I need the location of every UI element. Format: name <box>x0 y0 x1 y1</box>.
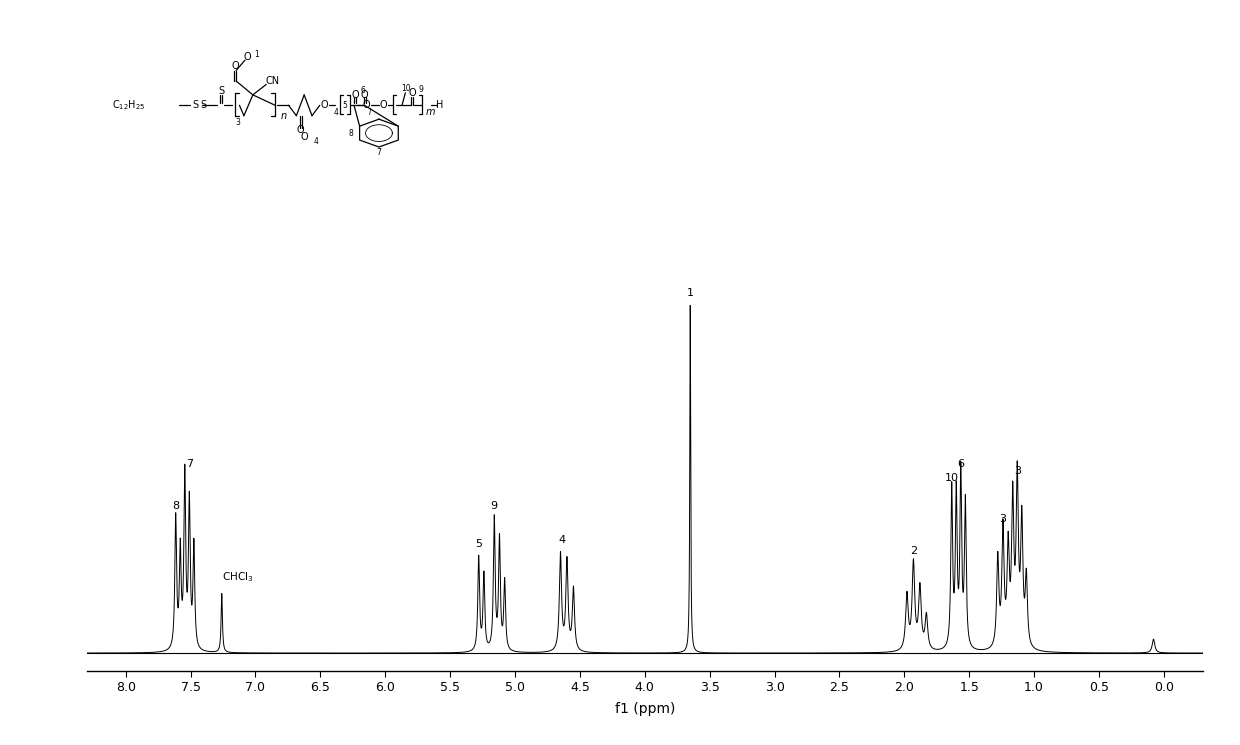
Text: O: O <box>320 101 329 110</box>
Text: O: O <box>243 51 250 62</box>
Text: O: O <box>300 132 308 142</box>
Text: 4: 4 <box>558 536 565 545</box>
Text: 1: 1 <box>687 288 693 299</box>
Text: 2: 2 <box>910 546 918 556</box>
Text: m: m <box>425 107 435 117</box>
Text: 6: 6 <box>957 459 965 469</box>
Text: 3: 3 <box>236 118 241 127</box>
Text: H: H <box>436 101 444 110</box>
Text: O: O <box>361 90 368 100</box>
Text: O: O <box>296 124 304 135</box>
Text: 8: 8 <box>348 129 353 138</box>
Text: O: O <box>379 101 387 110</box>
Text: 9: 9 <box>419 85 423 94</box>
Text: 7: 7 <box>186 459 193 469</box>
Text: 3: 3 <box>1014 466 1021 476</box>
Text: 9: 9 <box>491 501 497 510</box>
Text: 7: 7 <box>377 148 382 157</box>
Text: O: O <box>351 90 358 100</box>
Text: 1: 1 <box>254 50 259 59</box>
Text: l: l <box>368 108 371 117</box>
Text: n: n <box>280 111 286 121</box>
Text: 10: 10 <box>945 473 959 483</box>
Text: C$_{12}$H$_{25}$: C$_{12}$H$_{25}$ <box>112 98 145 112</box>
Text: 3: 3 <box>999 515 1007 524</box>
Text: O: O <box>232 61 239 72</box>
Text: 4: 4 <box>314 137 319 146</box>
Text: 10: 10 <box>402 84 412 93</box>
Text: 6: 6 <box>361 86 366 95</box>
Text: S: S <box>201 101 207 110</box>
Text: CHCl$_3$: CHCl$_3$ <box>222 570 253 583</box>
Text: 5: 5 <box>342 101 347 110</box>
Text: O: O <box>408 88 415 98</box>
X-axis label: f1 (ppm): f1 (ppm) <box>615 703 675 716</box>
Text: CN: CN <box>265 76 280 86</box>
Text: 4: 4 <box>334 108 339 117</box>
Text: S: S <box>193 101 198 110</box>
Text: 5: 5 <box>475 539 482 549</box>
Text: O: O <box>362 101 370 110</box>
Text: 8: 8 <box>172 501 180 510</box>
Text: S: S <box>218 86 224 96</box>
